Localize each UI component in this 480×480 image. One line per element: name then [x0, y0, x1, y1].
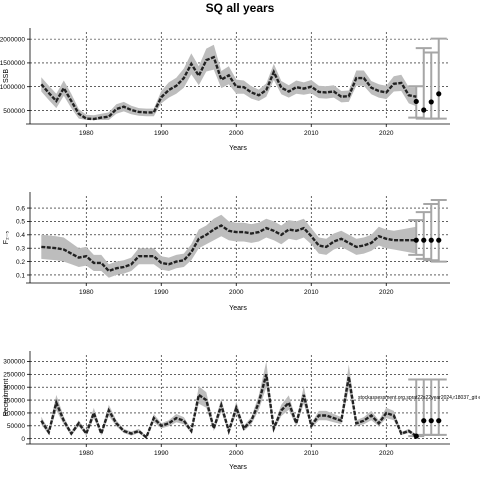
projection-point	[421, 237, 427, 243]
y-tick-label: 0	[21, 436, 25, 443]
projection-point	[428, 99, 434, 105]
y-tick-label: 0.5	[16, 219, 25, 226]
projection-point	[421, 418, 427, 424]
x-tick-label: 1980	[79, 289, 94, 296]
y-tick-label: 1000000	[0, 84, 25, 91]
x-axis-label: Years	[229, 464, 247, 471]
x-tick-label: 2010	[304, 450, 319, 457]
estimate-line	[40, 55, 417, 121]
confidence-band	[41, 361, 417, 439]
y-tick-label: 50000	[7, 423, 25, 430]
x-tick-label: 2010	[304, 289, 319, 296]
y-tick-label: 0.3	[16, 246, 25, 253]
x-tick-label: 2000	[229, 450, 244, 457]
projection-point	[413, 237, 419, 243]
projection-point	[413, 98, 419, 105]
plot-area	[30, 28, 450, 124]
projection-point	[436, 91, 442, 97]
y-axis-label: SSB	[3, 69, 10, 83]
projection-point	[421, 107, 427, 113]
confidence-band	[41, 44, 417, 120]
x-axis-label: Years	[229, 145, 247, 152]
projection-point	[436, 237, 442, 243]
panel-ssb: 1980 1990 2000 2010 2020 500000 1000000 1500000…	[0, 28, 450, 152]
x-tick-label: 2000	[229, 130, 244, 137]
y-tick-label: 0.4	[16, 232, 25, 239]
y-axis-label: Recruitment	[3, 379, 10, 417]
x-tick-label: 1990	[154, 130, 169, 137]
panel-f: 1980 1990 2000 2010 2020 0.1 0.2 0.3 0.4 0.5 0.6 Ye…	[3, 192, 450, 312]
y-tick-label: 0.6	[16, 205, 25, 212]
chart-title: SQ all years	[205, 1, 275, 15]
y-tick-label: 250000	[3, 372, 25, 379]
x-tick-label: 2020	[379, 289, 394, 296]
x-tick-label: 1980	[79, 130, 94, 137]
projection-point	[428, 418, 434, 424]
projection-point	[436, 418, 442, 424]
y-tick-label: 1500000	[0, 60, 25, 67]
y-tick-label: 100000	[3, 410, 25, 417]
y-tick-label: 150000	[3, 397, 25, 404]
estimate-line	[41, 224, 417, 273]
x-axis-label: Years	[229, 305, 247, 312]
y-tick-label: 300000	[3, 359, 25, 366]
y-tick-label: 200000	[3, 384, 25, 391]
y-tick-label: 0.2	[16, 259, 25, 266]
estimate-line	[40, 373, 417, 440]
y-tick-label: 2000000	[0, 36, 25, 43]
x-tick-label: 2000	[229, 289, 244, 296]
panel-recruitment: 1980 1990 2000 2010 2020 0 50000 100000 150000 20…	[3, 351, 480, 471]
x-tick-label: 2020	[379, 130, 394, 137]
x-tick-label: 2010	[304, 130, 319, 137]
stamp-annotation: stockassessment.org,sprat22s22year2024,r…	[358, 395, 480, 401]
x-tick-label: 2020	[379, 450, 394, 457]
x-tick-label: 1990	[154, 289, 169, 296]
y-axis-label: F₂₋₅	[3, 231, 10, 245]
x-tick-label: 1980	[79, 450, 94, 457]
y-tick-label: 500000	[3, 108, 25, 115]
projection-point	[428, 237, 434, 243]
projection-point	[413, 433, 419, 439]
y-tick-label: 0.1	[16, 272, 25, 279]
confidence-band	[41, 214, 417, 278]
x-tick-label: 1990	[154, 450, 169, 457]
